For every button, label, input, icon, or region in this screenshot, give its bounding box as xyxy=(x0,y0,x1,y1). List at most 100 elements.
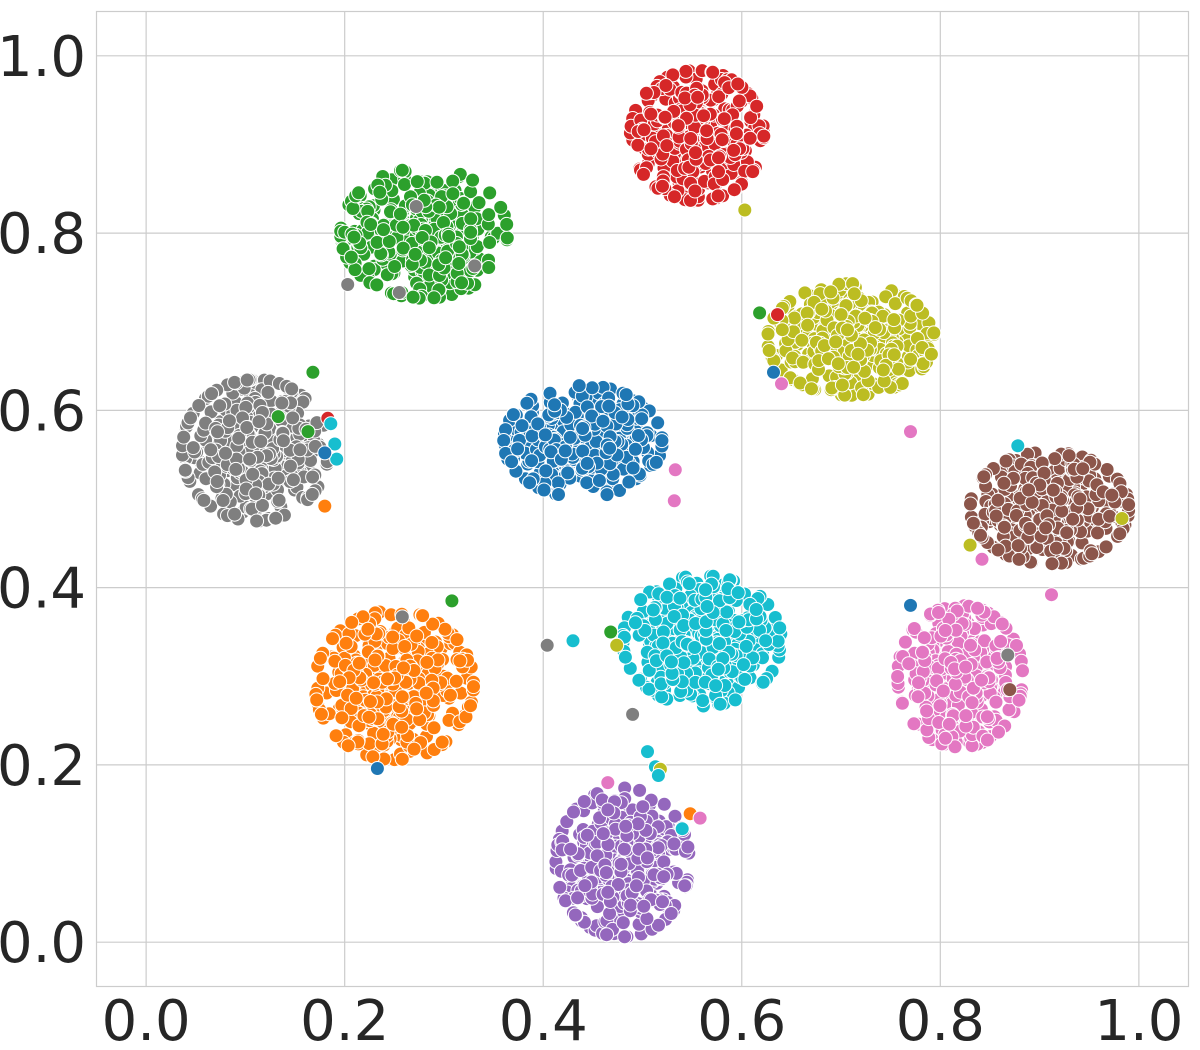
scatter-point xyxy=(392,206,408,222)
x-tick-label: 0.4 xyxy=(499,989,588,1050)
scatter-point xyxy=(381,234,397,249)
scatter-point xyxy=(726,142,742,158)
scatter-point xyxy=(575,421,591,436)
scatter-point xyxy=(761,343,777,358)
scatter-point xyxy=(391,285,407,300)
scatter-point xyxy=(274,395,290,411)
scatter-point xyxy=(445,173,461,189)
scatter-point xyxy=(1104,487,1120,503)
scatter-point xyxy=(846,286,862,302)
scatter-point xyxy=(728,126,744,142)
scatter-point xyxy=(562,429,578,445)
scatter-point xyxy=(1044,556,1060,572)
scatter-point xyxy=(1121,497,1137,513)
scatter-point xyxy=(245,466,261,482)
scatter-point xyxy=(958,659,974,675)
scatter-point xyxy=(571,378,587,394)
scatter-point xyxy=(696,108,712,124)
scatter-point xyxy=(976,469,992,485)
scatter-point xyxy=(631,672,647,688)
scatter-point xyxy=(1072,491,1088,507)
scatter-point xyxy=(442,687,458,703)
scatter-point xyxy=(395,219,411,235)
scatter-point xyxy=(963,637,978,653)
scatter-point xyxy=(666,836,682,852)
scatter-point xyxy=(1114,511,1130,526)
scatter-point xyxy=(618,387,634,403)
scatter-point xyxy=(317,445,333,461)
scatter-point xyxy=(974,551,990,567)
scatter-point xyxy=(463,224,479,240)
scatter-point xyxy=(716,111,732,127)
scatter-point xyxy=(916,630,932,646)
scatter-point xyxy=(804,381,819,397)
scatter-point xyxy=(385,629,401,645)
scatter-point xyxy=(909,297,925,313)
scatter-point xyxy=(840,322,855,338)
scatter-point xyxy=(387,259,403,274)
scatter-point xyxy=(665,67,681,83)
scatter-point xyxy=(770,633,786,649)
scatter-point xyxy=(1075,461,1091,477)
scatter-point xyxy=(990,542,1006,558)
y-tick-label: 0.0 xyxy=(0,911,86,976)
scatter-point xyxy=(361,709,377,725)
scatter-point xyxy=(499,230,515,246)
scatter-point xyxy=(1098,539,1114,555)
scatter-point xyxy=(369,277,385,293)
scatter-point xyxy=(749,98,765,114)
scatter-point xyxy=(454,275,470,291)
scatter-point xyxy=(651,917,666,933)
scatter-point xyxy=(334,710,350,726)
scatter-point xyxy=(493,199,509,215)
scatter-point xyxy=(656,796,672,812)
scatter-point xyxy=(830,356,846,372)
scatter-point xyxy=(463,211,479,227)
scatter-point xyxy=(1065,511,1081,527)
scatter-point xyxy=(407,246,423,262)
scatter-point xyxy=(643,106,659,122)
scatter-point xyxy=(394,689,410,705)
scatter-point xyxy=(210,424,225,440)
scatter-point xyxy=(328,728,344,744)
scatter-point xyxy=(633,592,649,608)
scatter-point xyxy=(260,384,276,400)
scatter-point xyxy=(670,118,686,134)
scatter-point xyxy=(676,655,692,671)
scatter-point xyxy=(613,856,629,872)
scatter-point xyxy=(919,703,935,719)
scatter-point xyxy=(979,732,995,748)
scatter-point xyxy=(284,381,300,397)
scatter-point xyxy=(834,377,850,393)
scatter-point xyxy=(655,894,670,910)
scatter-point xyxy=(579,827,595,843)
scatter-point xyxy=(974,672,989,688)
scatter-point xyxy=(1044,587,1059,603)
scatter-point xyxy=(965,515,981,531)
scatter-point xyxy=(451,239,467,255)
scatter-point xyxy=(712,696,728,712)
scatter-point xyxy=(438,250,454,266)
scatter-point xyxy=(988,694,1004,710)
scatter-point xyxy=(828,334,844,350)
scatter-point xyxy=(903,351,919,367)
scatter-point xyxy=(209,474,225,489)
scatter-point xyxy=(375,726,391,742)
scatter-point xyxy=(659,138,675,154)
scatter-point xyxy=(625,460,641,476)
scatter-point xyxy=(598,865,614,881)
scatter-point xyxy=(654,689,670,705)
scatter-point xyxy=(616,841,632,857)
scatter-point xyxy=(395,240,411,256)
scatter-point xyxy=(215,493,231,508)
scatter-point xyxy=(448,673,464,689)
scatter-point xyxy=(666,493,682,509)
scatter-point xyxy=(268,510,284,526)
scatter-point xyxy=(510,441,526,457)
scatter-point xyxy=(855,387,871,403)
scatter-point xyxy=(565,633,581,649)
scatter-point xyxy=(249,513,265,529)
scatter-point xyxy=(600,802,616,818)
scatter-point xyxy=(343,249,359,265)
scatter-point xyxy=(634,411,650,427)
